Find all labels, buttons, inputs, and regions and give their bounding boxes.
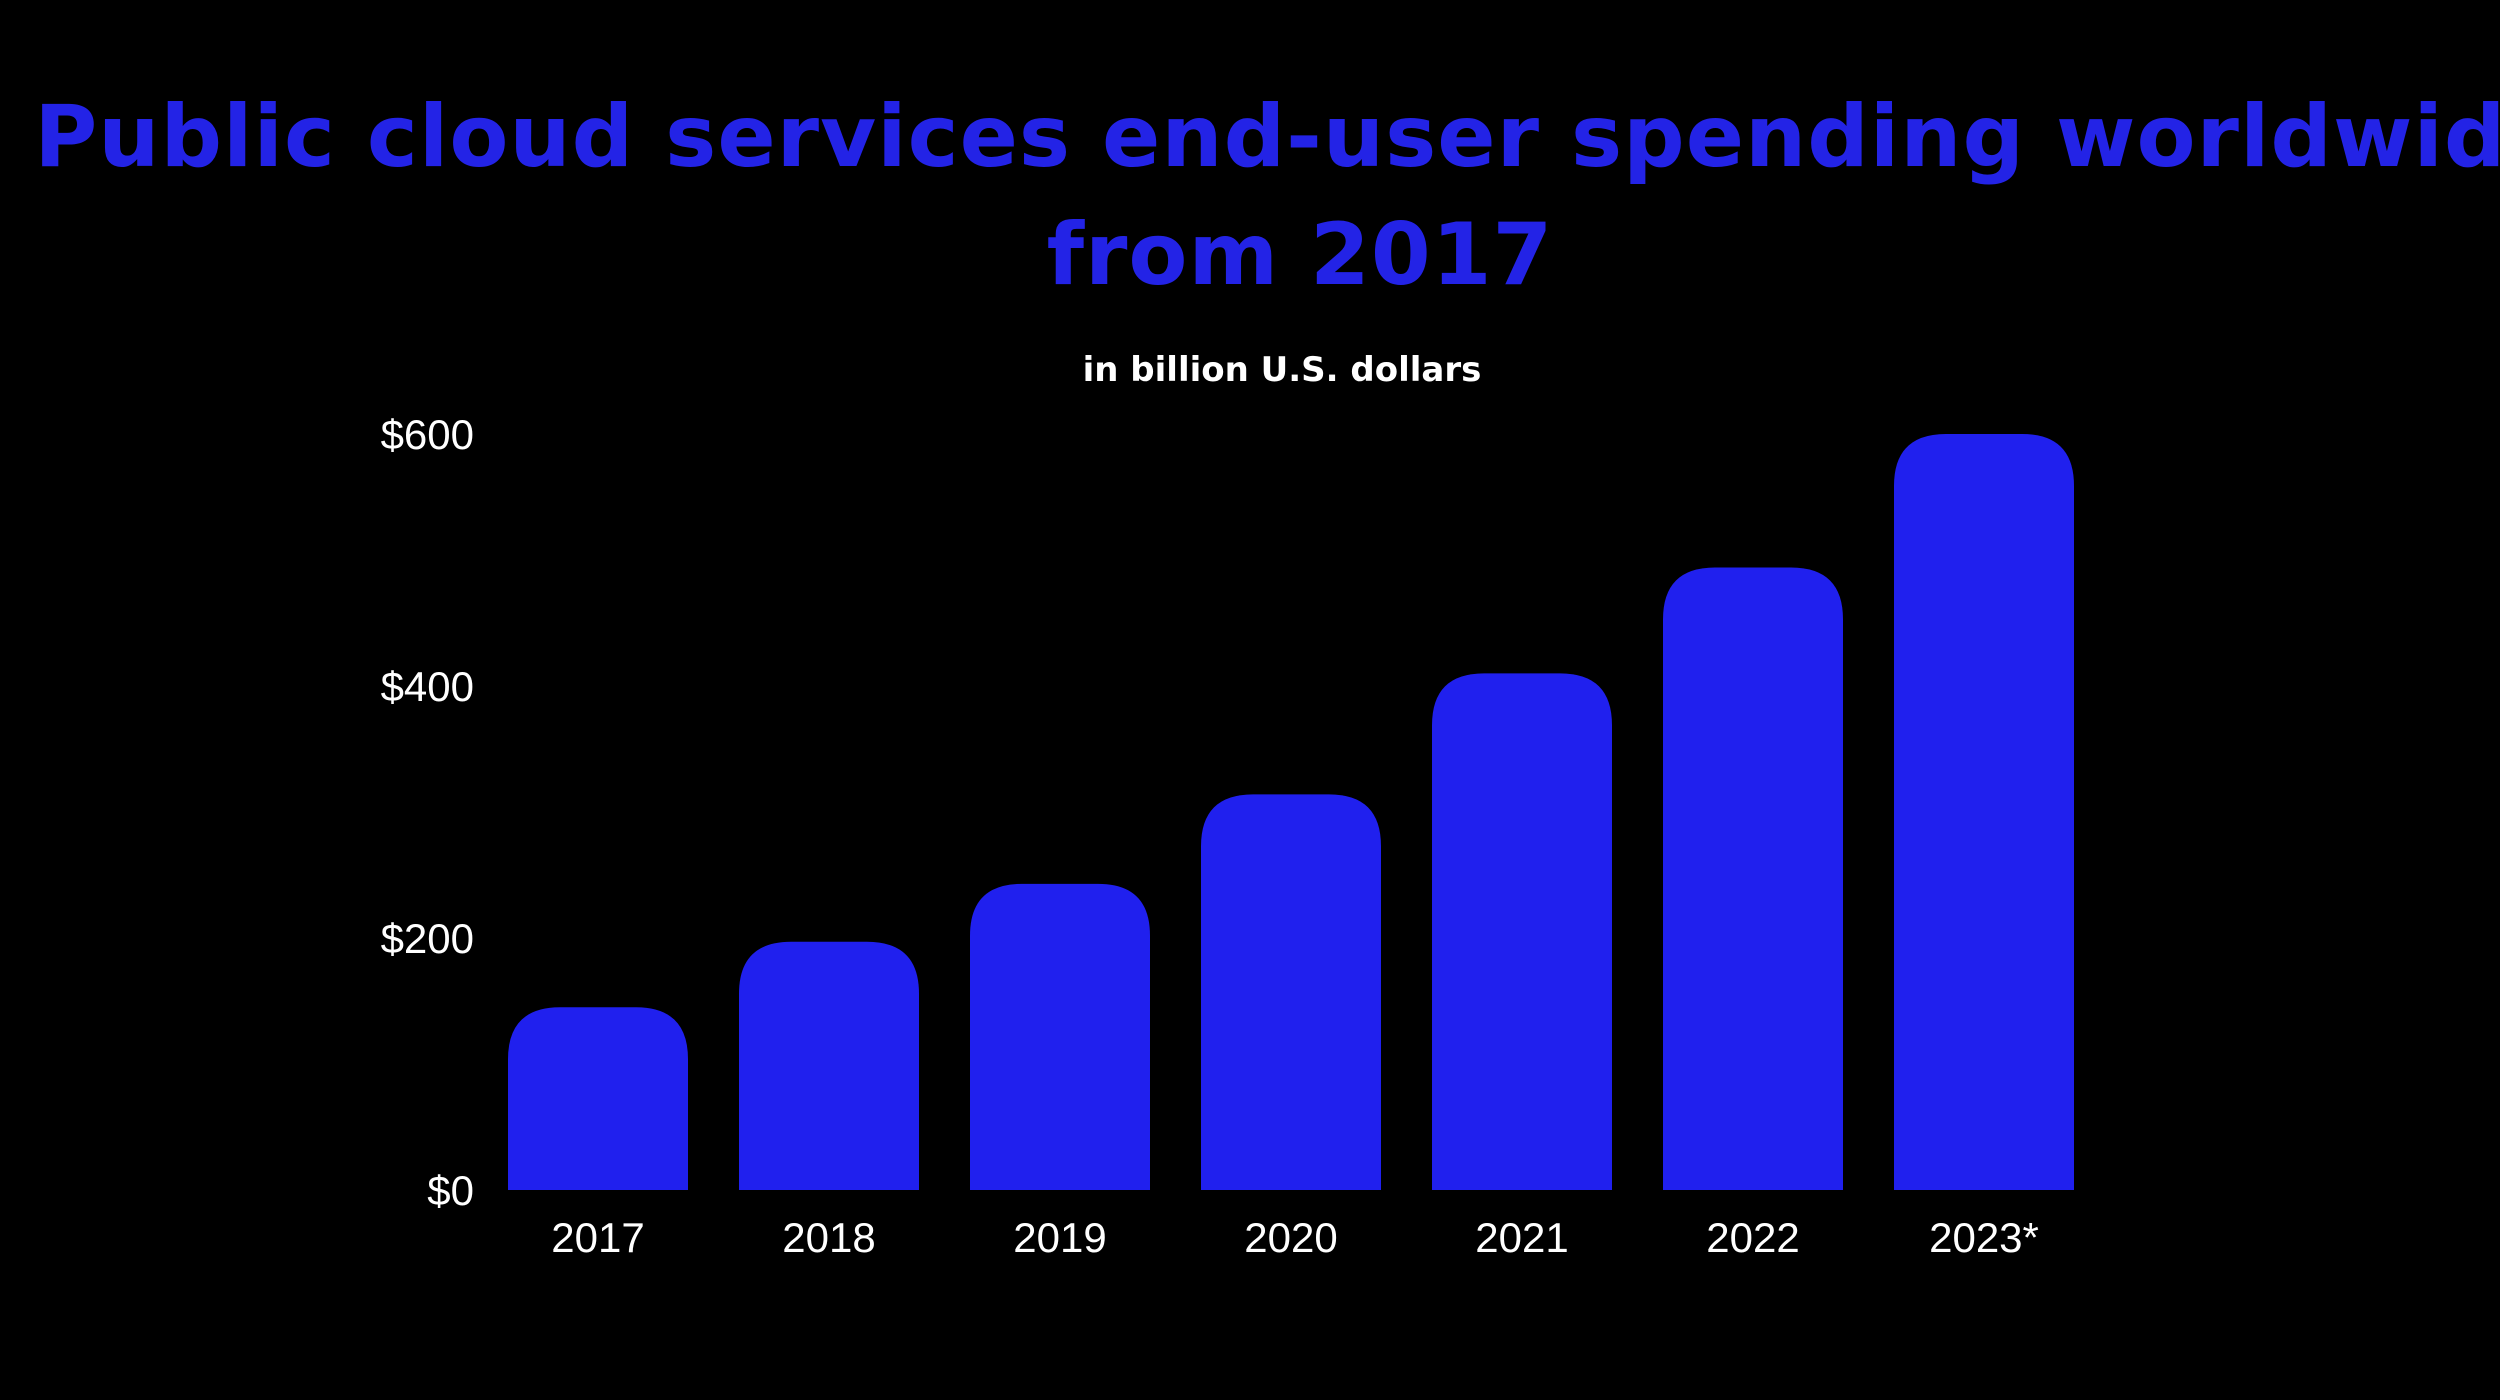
x-tick-label: 2023* xyxy=(1929,1214,2039,1261)
y-tick-label: $400 xyxy=(381,663,474,710)
y-axis: $0 $200 $400 $600 xyxy=(381,411,474,1214)
bar-2017 xyxy=(508,1007,688,1190)
x-tick-label: 2020 xyxy=(1244,1214,1337,1261)
x-tick-label: 2022 xyxy=(1706,1214,1799,1261)
x-tick-label: 2019 xyxy=(1013,1214,1106,1261)
y-tick-label: $0 xyxy=(427,1167,474,1214)
bar-2019 xyxy=(970,883,1150,1190)
bar-series xyxy=(508,434,2074,1190)
bar-2021 xyxy=(1432,673,1612,1190)
x-axis: 2017 2018 2019 2020 2021 2022 2023* xyxy=(551,1214,2039,1261)
x-tick-label: 2018 xyxy=(782,1214,875,1261)
bar-2023* xyxy=(1894,434,2074,1190)
chart-title: Public cloud services end-user spending … xyxy=(34,87,2500,305)
bar-2018 xyxy=(739,941,919,1190)
chart-subtitle: in billion U.S. dollars xyxy=(1082,350,1482,390)
bar-2022 xyxy=(1663,567,1843,1190)
x-tick-label: 2017 xyxy=(551,1214,644,1261)
y-tick-label: $200 xyxy=(381,915,474,962)
bar-2020 xyxy=(1201,794,1381,1190)
y-tick-label: $600 xyxy=(381,411,474,458)
x-tick-label: 2021 xyxy=(1475,1214,1568,1261)
